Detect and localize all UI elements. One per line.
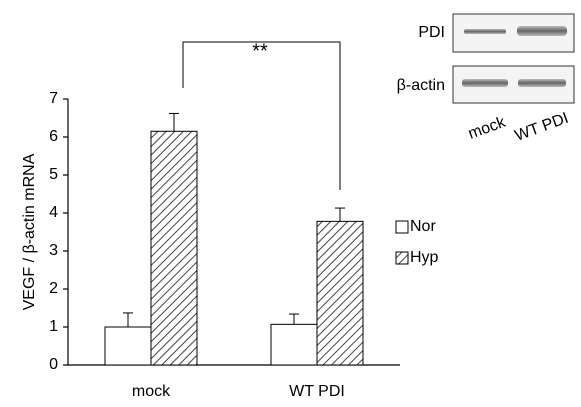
bar <box>317 221 363 365</box>
y-tick-label: 3 <box>49 242 58 259</box>
y-axis-label: VEGF / β-actin mRNA <box>21 153 38 310</box>
legend-label: Hyp <box>410 249 439 266</box>
significance-label: ** <box>252 40 268 62</box>
blot-row-label: PDI <box>418 24 445 41</box>
blot-lane-label: WT PDI <box>513 110 571 145</box>
blot-row-label: β-actin <box>397 77 445 94</box>
y-tick-label: 4 <box>49 204 58 221</box>
y-tick-label: 5 <box>49 166 58 183</box>
blot-band <box>464 29 506 34</box>
bar <box>271 324 317 365</box>
significance-bracket <box>183 42 340 190</box>
y-tick-label: 2 <box>49 280 58 297</box>
blot-band <box>517 26 567 36</box>
x-tick-label: mock <box>132 383 171 400</box>
y-tick-label: 0 <box>49 356 58 373</box>
blot-band <box>518 79 566 87</box>
y-tick-label: 7 <box>49 90 58 107</box>
chart: VEGF / β-actin mRNA ** PDI β-actin mock … <box>0 0 581 407</box>
western-blot: PDI β-actin mock WT PDI <box>397 14 574 145</box>
legend-label: Nor <box>410 218 436 235</box>
blot-band <box>462 79 508 87</box>
bar <box>151 131 197 365</box>
bar <box>105 327 151 365</box>
x-tick-label: WT PDI <box>289 383 345 400</box>
blot-lane-label: mock <box>466 113 509 142</box>
legend-key <box>396 252 408 264</box>
legend-key <box>396 221 408 233</box>
y-tick-label: 1 <box>49 318 58 335</box>
y-tick-label: 6 <box>49 128 58 145</box>
